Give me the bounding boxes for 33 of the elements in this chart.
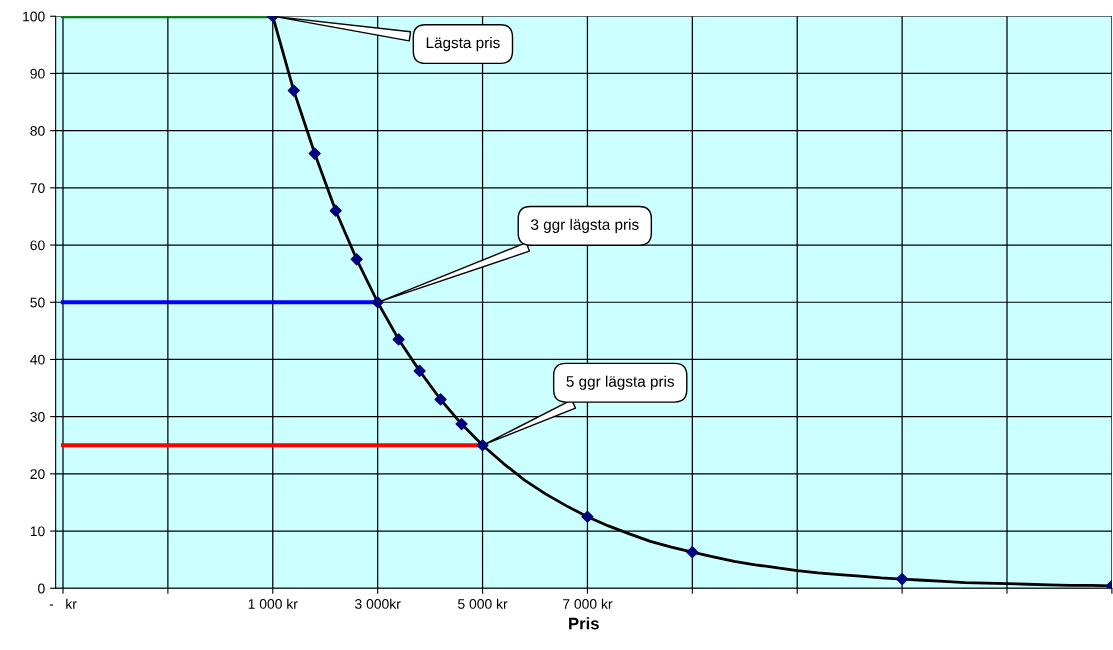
y-tick-label: 50 xyxy=(30,297,45,308)
x-tick-label: 7 000 kr xyxy=(563,598,613,609)
y-tick-label: 90 xyxy=(30,68,45,79)
point xyxy=(350,253,363,266)
point xyxy=(455,418,468,431)
x-tick-label: 5 000 kr xyxy=(458,598,508,609)
annotation: Lägsta pris xyxy=(426,36,500,52)
point xyxy=(371,296,384,309)
point xyxy=(413,364,426,377)
y-tick-label: 20 xyxy=(30,469,45,480)
annotation: 3 ggr lägsta pris xyxy=(531,218,639,233)
point xyxy=(686,546,699,559)
x-tick-label: 1 000 kr xyxy=(248,598,298,609)
point xyxy=(581,510,594,523)
point xyxy=(329,204,342,217)
x-tick-label: 3 000kr xyxy=(355,598,401,609)
annotation: 5 ggr lägsta pris xyxy=(566,375,675,390)
y-tick-label: 100 xyxy=(23,11,45,22)
y-tick-label: 70 xyxy=(30,183,45,194)
y-tick-label: 80 xyxy=(30,125,45,136)
y-tick-label: 40 xyxy=(30,354,45,365)
point xyxy=(476,439,489,452)
y-tick-label: 60 xyxy=(30,240,45,251)
y-tick-label: 30 xyxy=(30,411,45,422)
y-tick-label: 10 xyxy=(30,526,45,537)
point xyxy=(896,573,909,586)
point xyxy=(434,393,447,406)
y-tick-label: 0 xyxy=(38,583,45,594)
point xyxy=(308,147,321,160)
x-tick-label: - kr xyxy=(49,598,77,609)
point xyxy=(287,84,300,97)
point xyxy=(392,333,405,346)
x-axis-title: Pris xyxy=(569,617,599,630)
